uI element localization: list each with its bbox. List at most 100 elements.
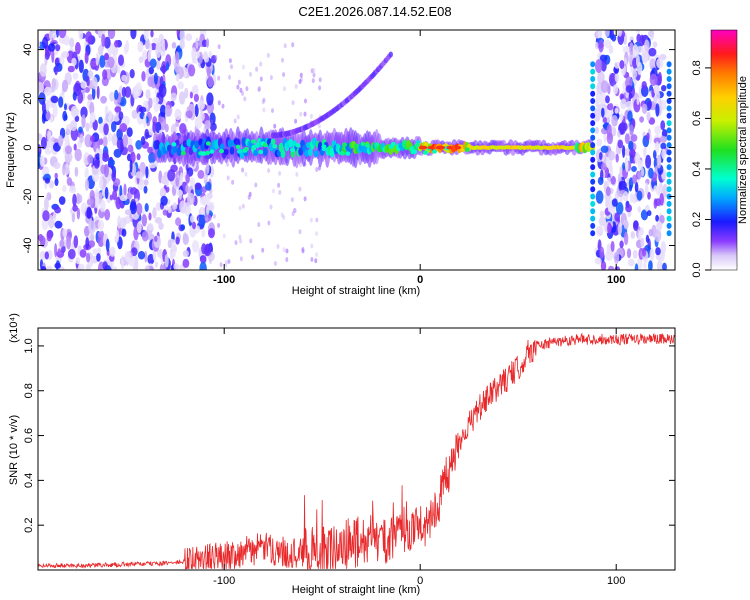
noise-blob	[271, 108, 274, 114]
band-spot	[374, 142, 380, 147]
noise-blob	[605, 95, 610, 104]
noise-blob	[189, 91, 193, 99]
noise-blob	[632, 70, 638, 78]
band-spot	[409, 146, 415, 151]
snr-ytick-label: 0.8	[23, 383, 35, 398]
noise-blob	[69, 37, 75, 48]
noise-blob	[610, 175, 616, 185]
band-spot	[209, 149, 215, 154]
noise-blob	[42, 210, 50, 222]
noise-blob	[147, 50, 152, 62]
noise-blob	[249, 238, 253, 244]
noise-blob	[643, 262, 647, 269]
noise-blob	[176, 30, 181, 38]
noise-blob	[194, 116, 203, 129]
noise-blob	[178, 189, 182, 201]
noise-blob	[44, 251, 49, 260]
noise-blob	[610, 164, 613, 179]
noise-blob	[58, 135, 64, 147]
artifact-blob	[590, 215, 596, 222]
noise-blob	[627, 258, 635, 267]
noise-blob	[625, 85, 633, 93]
spectrogram-frame	[37, 29, 676, 271]
noise-blob	[136, 202, 143, 216]
noise-blob	[197, 100, 205, 111]
noise-blob	[613, 251, 620, 264]
noise-blob	[230, 64, 233, 70]
noise-blob	[167, 206, 172, 214]
noise-blob	[641, 81, 647, 90]
noise-blob	[291, 42, 295, 48]
noise-blob	[71, 57, 77, 66]
noise-blob	[245, 86, 249, 92]
noise-blob	[612, 84, 619, 95]
noise-blob	[661, 129, 668, 138]
noise-blob	[86, 264, 91, 270]
noise-blob	[64, 163, 70, 176]
noise-blob	[147, 76, 154, 87]
noise-blob	[158, 116, 163, 124]
snr-yunit: (x10⁴)	[8, 313, 20, 343]
noise-blob	[111, 133, 118, 146]
noise-blob	[267, 220, 271, 226]
noise-blob	[231, 179, 235, 185]
noise-blob	[283, 43, 287, 49]
noise-blob	[175, 73, 180, 82]
noise-blob	[54, 65, 58, 76]
noise-blob	[646, 100, 652, 109]
noise-blob	[41, 101, 46, 114]
noise-blob	[228, 74, 231, 80]
noise-blob	[598, 216, 607, 227]
noise-blob	[617, 222, 623, 235]
noise-blob	[135, 82, 143, 97]
noise-blob	[102, 136, 108, 148]
noise-blob	[89, 112, 96, 123]
noise-blob	[101, 33, 106, 47]
noise-blob	[617, 139, 624, 149]
noise-blob	[149, 58, 157, 69]
noise-blob	[164, 123, 169, 133]
noise-blob	[54, 206, 61, 214]
snr-frame	[37, 327, 676, 571]
noise-blob	[87, 154, 94, 164]
noise-blob	[80, 80, 87, 89]
artifact-blob	[666, 200, 672, 207]
colorbar-gradient	[710, 29, 738, 271]
noise-blob	[174, 108, 182, 121]
noise-blob	[44, 50, 50, 61]
band-spot	[388, 144, 394, 149]
noise-blob	[283, 86, 286, 92]
noise-blob	[44, 177, 51, 184]
noise-blob	[625, 100, 633, 109]
noise-blob	[659, 135, 668, 143]
noise-blob	[597, 176, 604, 186]
noise-blob	[182, 233, 189, 245]
noise-blob	[199, 196, 208, 206]
noise-blob	[266, 52, 270, 58]
noise-blob	[254, 182, 258, 188]
noise-blob	[653, 95, 658, 104]
noise-blob	[653, 84, 660, 96]
noise-blob	[189, 177, 195, 188]
artifact-blob	[590, 68, 596, 75]
noise-blob	[642, 247, 647, 257]
noise-blob	[637, 61, 643, 76]
noise-blob	[208, 259, 212, 265]
band-spot	[295, 143, 301, 148]
noise-blob	[636, 190, 643, 201]
noise-blob	[86, 198, 94, 206]
artifact-blob	[666, 61, 672, 68]
noise-blob	[309, 217, 313, 223]
noise-blob	[649, 58, 656, 71]
noise-blob	[44, 148, 52, 155]
artifact-blob	[666, 112, 672, 119]
noise-blob	[644, 39, 650, 53]
band-spot	[205, 141, 211, 146]
artifact-blob	[666, 90, 672, 97]
noise-blob	[291, 100, 295, 106]
band-spot	[419, 145, 426, 150]
artifact-blob	[666, 134, 672, 141]
spectrogram-xtick-label: 0	[417, 274, 423, 286]
chirp-blob	[388, 51, 393, 58]
noise-blob	[595, 126, 599, 134]
